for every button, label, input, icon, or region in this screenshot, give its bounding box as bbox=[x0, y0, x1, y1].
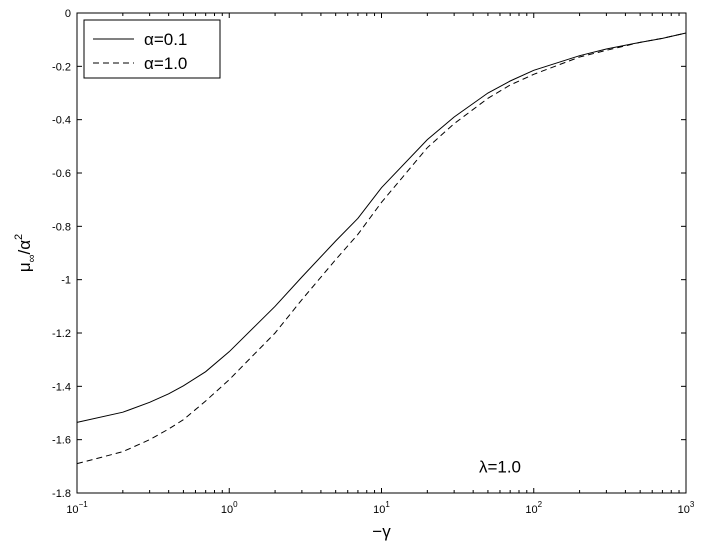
x-tick-label: 101 bbox=[373, 500, 390, 516]
x-tick-base: 10 bbox=[525, 504, 537, 516]
annotation-lambda: λ=1.0 bbox=[479, 457, 521, 476]
x-tick-exponent: 1 bbox=[385, 500, 390, 509]
y-axis-label-rest: /α bbox=[15, 240, 34, 255]
x-tick-base: 10 bbox=[373, 504, 385, 516]
y-axis-label-sub: ∞ bbox=[26, 255, 38, 263]
y-tick-label: -0.8 bbox=[52, 221, 71, 233]
x-tick-label: 102 bbox=[525, 500, 542, 516]
y-tick-label: -1 bbox=[61, 275, 71, 287]
x-tick-base: 10 bbox=[678, 504, 690, 516]
x-tick-label: 103 bbox=[678, 500, 695, 516]
series-line-2 bbox=[76, 32, 687, 465]
legend: α=0.1 α=1.0 bbox=[83, 19, 221, 79]
x-tick-base: 10 bbox=[66, 504, 78, 516]
series-line-1 bbox=[76, 32, 687, 423]
y-axis-label-main: μ bbox=[15, 262, 34, 272]
y-tick-label: -1.8 bbox=[52, 488, 71, 500]
x-tick-exponent: −1 bbox=[79, 500, 89, 509]
y-tick-label: -0.4 bbox=[52, 115, 71, 127]
y-tick-label: -0.6 bbox=[52, 168, 71, 180]
y-axis-label: μ∞/α2 bbox=[13, 234, 38, 272]
x-tick-exponent: 2 bbox=[538, 500, 543, 509]
series-group bbox=[76, 32, 687, 465]
x-tick-label: 100 bbox=[221, 500, 238, 516]
x-tick-exponent: 0 bbox=[233, 500, 238, 509]
x-tick-label: 10−1 bbox=[66, 500, 88, 516]
x-tick-exponent: 3 bbox=[690, 500, 695, 509]
y-tick-label: -0.2 bbox=[52, 61, 71, 73]
legend-label-1: α=0.1 bbox=[144, 30, 187, 49]
y-tick-label: -1.6 bbox=[52, 435, 71, 447]
y-tick-label: -1.4 bbox=[52, 381, 71, 393]
x-axis-label: −γ bbox=[372, 522, 391, 541]
y-tick-label: -1.2 bbox=[52, 328, 71, 340]
legend-box bbox=[83, 19, 221, 79]
y-axis-label-sup: 2 bbox=[13, 234, 25, 240]
x-tick-base: 10 bbox=[221, 504, 233, 516]
axis-ticks: 10−1 100 101 102 1030-0.2-0.4-0.6-0.8-1-1.2-… bbox=[52, 8, 695, 516]
legend-label-2: α=1.0 bbox=[144, 54, 187, 73]
y-tick-label: 0 bbox=[65, 8, 71, 20]
annotations: λ=1.0 bbox=[479, 457, 521, 476]
